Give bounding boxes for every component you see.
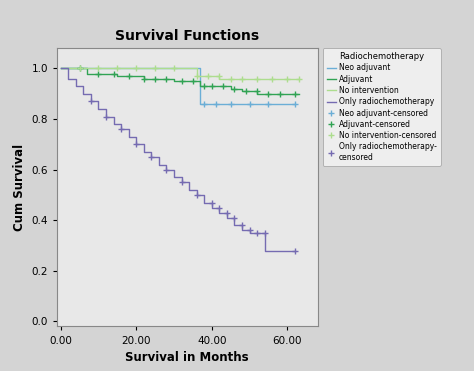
Y-axis label: Cum Survival: Cum Survival: [13, 144, 26, 231]
Legend: Neo adjuvant, Adjuvant, No intervention, Only radiochemotherapy, Neo adjuvant-ce: Neo adjuvant, Adjuvant, No intervention,…: [323, 48, 440, 165]
Title: Survival Functions: Survival Functions: [115, 29, 259, 43]
X-axis label: Survival in Months: Survival in Months: [126, 351, 249, 364]
